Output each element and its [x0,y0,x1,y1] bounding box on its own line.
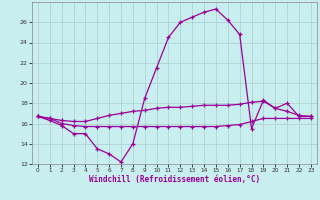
X-axis label: Windchill (Refroidissement éolien,°C): Windchill (Refroidissement éolien,°C) [89,175,260,184]
